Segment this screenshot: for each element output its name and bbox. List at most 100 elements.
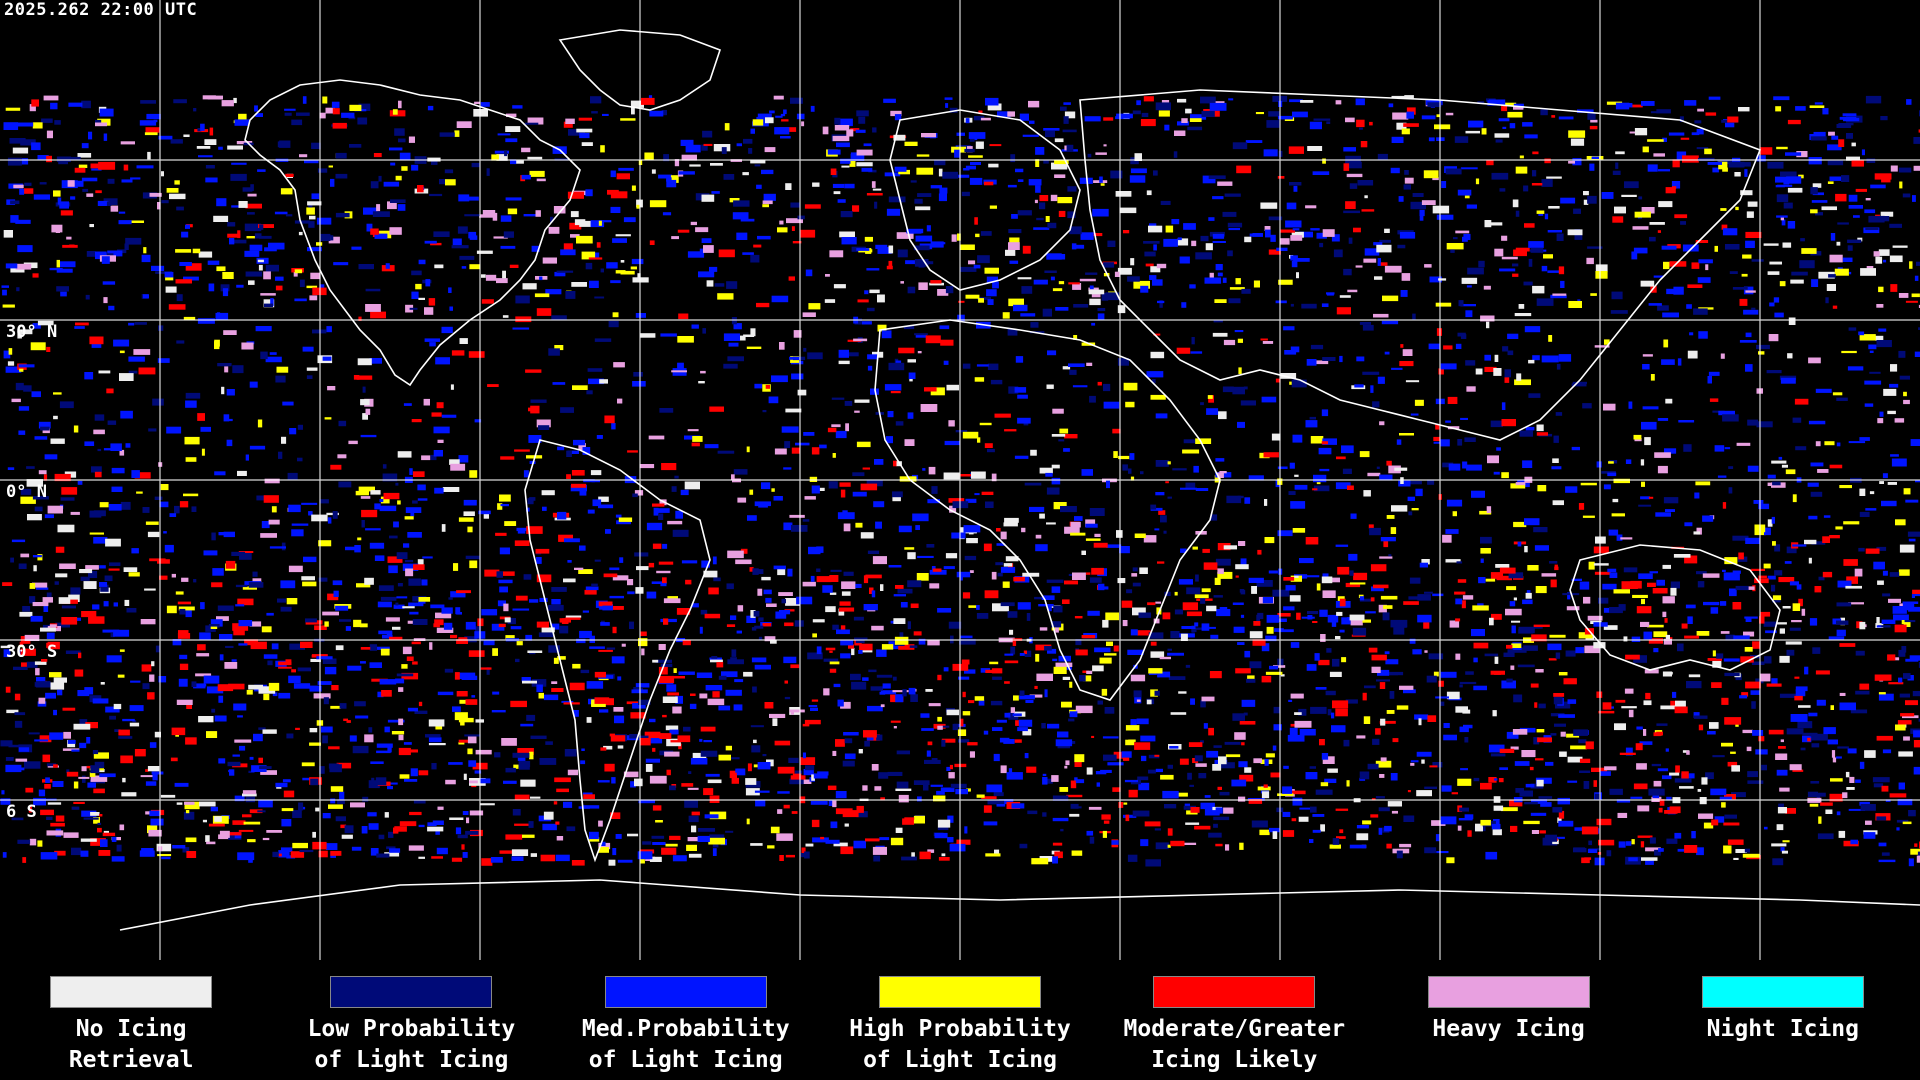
icing-cell bbox=[480, 667, 492, 670]
icing-cell bbox=[1722, 167, 1728, 172]
icing-cell bbox=[111, 836, 117, 842]
icing-cell bbox=[1163, 238, 1178, 247]
icing-cell bbox=[750, 725, 764, 728]
icing-cell bbox=[871, 764, 879, 771]
icing-cell bbox=[1094, 647, 1111, 653]
icing-cell bbox=[1801, 248, 1817, 254]
icing-cell bbox=[105, 538, 121, 547]
icing-cell bbox=[1305, 575, 1320, 578]
icing-cell bbox=[1537, 485, 1547, 492]
icing-cell bbox=[1339, 295, 1351, 298]
icing-cell bbox=[1865, 548, 1880, 554]
icing-cell bbox=[198, 716, 214, 723]
icing-cell bbox=[1146, 190, 1152, 196]
icing-cell bbox=[1877, 580, 1884, 585]
icing-cell bbox=[1462, 709, 1471, 714]
icing-cell bbox=[548, 604, 564, 611]
icing-cell bbox=[1043, 128, 1060, 131]
icing-cell bbox=[1662, 137, 1667, 142]
icing-cell bbox=[317, 681, 332, 685]
icing-cell bbox=[597, 780, 610, 783]
icing-cell bbox=[973, 264, 981, 269]
icing-cell bbox=[783, 109, 787, 115]
icing-cell bbox=[1653, 631, 1668, 638]
icing-cell bbox=[145, 769, 149, 772]
icing-cell bbox=[160, 794, 176, 798]
icing-cell bbox=[1601, 192, 1614, 199]
icing-cell bbox=[563, 578, 576, 583]
icing-cell bbox=[810, 801, 828, 805]
icing-cell bbox=[1552, 807, 1563, 813]
icing-cell bbox=[1512, 199, 1519, 208]
icing-cell bbox=[1518, 304, 1525, 309]
icing-cell bbox=[832, 183, 844, 188]
icing-cell bbox=[921, 133, 936, 138]
icing-cell bbox=[1035, 159, 1040, 167]
icing-cell bbox=[700, 750, 718, 757]
icing-cell bbox=[1277, 115, 1293, 120]
icing-cell bbox=[1820, 802, 1833, 806]
icing-cell bbox=[1747, 465, 1759, 472]
icing-cell bbox=[463, 196, 479, 201]
icing-cell bbox=[330, 464, 342, 470]
icing-cell bbox=[1287, 734, 1305, 742]
icing-cell bbox=[26, 466, 35, 469]
icing-cell bbox=[1170, 840, 1185, 847]
icing-cell bbox=[927, 639, 940, 646]
icing-cell bbox=[1416, 790, 1432, 797]
icing-cell bbox=[888, 260, 893, 267]
icing-cell bbox=[1361, 209, 1375, 212]
icing-cell bbox=[142, 683, 150, 690]
icing-cell bbox=[60, 210, 73, 216]
icing-cell bbox=[54, 473, 71, 482]
icing-cell bbox=[1705, 112, 1717, 116]
icing-cell bbox=[763, 193, 776, 201]
icing-cell bbox=[492, 212, 498, 221]
icing-cell bbox=[1320, 824, 1325, 832]
icing-cell bbox=[491, 710, 506, 713]
icing-cell bbox=[635, 313, 646, 318]
icing-cell bbox=[520, 779, 536, 787]
icing-cell bbox=[938, 168, 943, 177]
icing-cell bbox=[773, 565, 786, 570]
icing-cell bbox=[672, 529, 689, 537]
icing-cell bbox=[1660, 705, 1678, 710]
icing-cell bbox=[1012, 638, 1017, 646]
icing-cell bbox=[238, 829, 254, 832]
icing-cell bbox=[492, 691, 500, 695]
icing-cell bbox=[1084, 116, 1101, 122]
icing-cell bbox=[1553, 696, 1563, 705]
icing-cell bbox=[1399, 433, 1414, 436]
icing-cell bbox=[1473, 685, 1487, 691]
icing-cell bbox=[1150, 507, 1163, 511]
icing-cell bbox=[969, 570, 974, 573]
icing-cell bbox=[594, 697, 610, 704]
icing-cell bbox=[681, 154, 697, 161]
icing-cell bbox=[97, 200, 109, 206]
icing-cell bbox=[407, 532, 422, 538]
icing-cell bbox=[1519, 790, 1533, 797]
icing-cell bbox=[1664, 618, 1668, 623]
icing-cell bbox=[1140, 735, 1156, 742]
icing-cell bbox=[638, 638, 648, 647]
icing-cell bbox=[1830, 705, 1834, 710]
icing-cell bbox=[261, 521, 270, 529]
icing-cell bbox=[1472, 605, 1489, 611]
icing-cell bbox=[773, 496, 783, 501]
icing-cell bbox=[335, 152, 347, 159]
icing-cell bbox=[1208, 727, 1214, 736]
icing-cell bbox=[1740, 656, 1754, 663]
icing-cell bbox=[1857, 237, 1863, 242]
icing-cell bbox=[361, 826, 368, 834]
icing-cell bbox=[429, 642, 433, 650]
icing-cell bbox=[1772, 858, 1784, 866]
icing-cell bbox=[370, 848, 379, 856]
icing-cell bbox=[1631, 636, 1641, 642]
icing-cell bbox=[735, 559, 752, 565]
icing-cell bbox=[851, 681, 867, 690]
icing-cell bbox=[1030, 322, 1039, 328]
icing-cell bbox=[1155, 842, 1169, 850]
icing-cell bbox=[915, 334, 927, 338]
icing-cell bbox=[917, 796, 922, 802]
icing-cell bbox=[735, 768, 741, 773]
